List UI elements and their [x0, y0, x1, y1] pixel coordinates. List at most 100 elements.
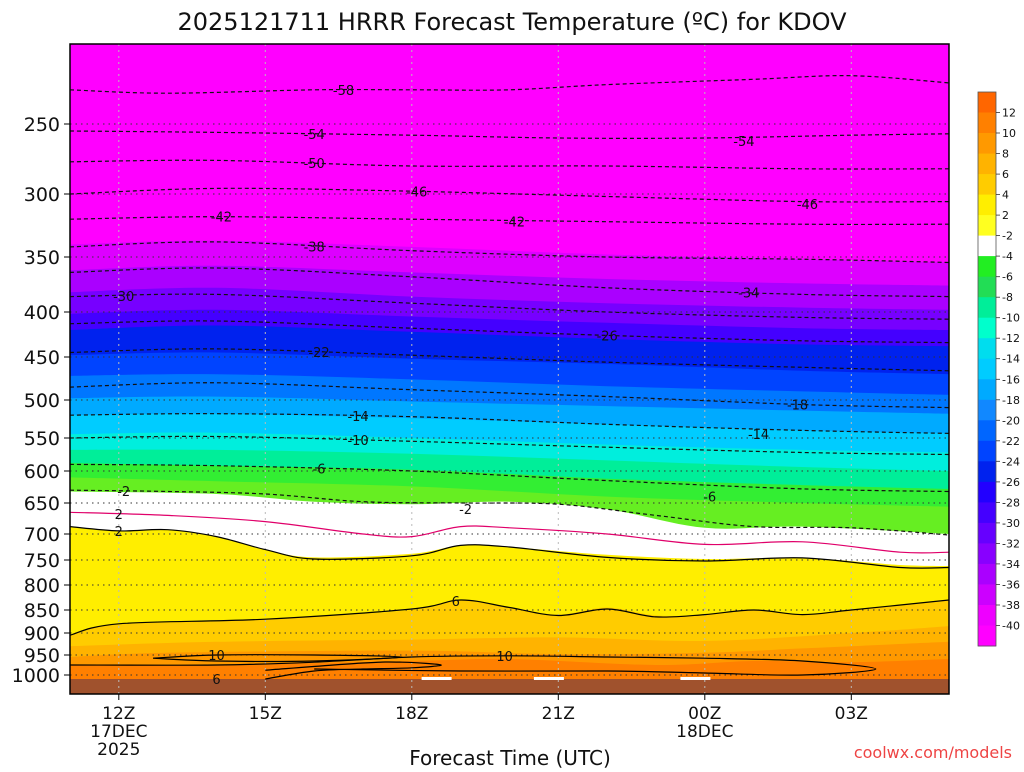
contour-line-16	[70, 435, 949, 456]
contour-line-0	[70, 75, 949, 94]
colorbar-label-14: -18	[1002, 394, 1020, 407]
contour-line-13	[70, 382, 949, 409]
y-tick-label-0: 250	[24, 114, 60, 136]
colorbar-legend: 12 10 8 6 4 2 -2 -4 -6 -8 -10 -12 -14 -16 -18 -20 -22 -24…	[977, 91, 1020, 647]
colorbar-label-11: -12	[1002, 332, 1020, 345]
contour-label-20: -2	[459, 503, 472, 518]
y-tick-label-5: 500	[24, 390, 60, 412]
contour-label-13: -18	[787, 398, 808, 413]
y-tick-label-11: 800	[24, 575, 60, 597]
contour-label-7: -42	[504, 216, 525, 231]
colorbar-swatch-7	[978, 235, 996, 257]
colorbar-swatch-5	[978, 194, 996, 216]
y-tick-label-2: 350	[24, 247, 60, 269]
colorbar-label-0: 12	[1002, 107, 1016, 120]
contour-label-21: 2	[115, 508, 123, 523]
colorbar-swatch-17	[978, 440, 996, 462]
contour-line-4	[70, 187, 949, 203]
chart-title: 2025121711 HRRR Forecast Temperature (ºC…	[177, 8, 847, 36]
y-tick-label-3: 400	[24, 302, 60, 324]
x-tick-sublabel-4-0: 18DEC	[676, 722, 733, 742]
colorbar-swatch-24	[978, 584, 996, 606]
contour-line-23	[70, 599, 949, 636]
contour-label-2: -54	[733, 135, 754, 150]
contour-line-8	[70, 241, 949, 264]
contour-label-24: 6	[212, 673, 220, 688]
contour-label-4: -46	[406, 185, 427, 200]
colorbar-swatch-11	[978, 317, 996, 339]
contour-line-9	[70, 267, 949, 298]
contour-label-8: -38	[304, 240, 325, 255]
colorbar-swatch-20	[978, 502, 996, 524]
y-tick-label-4: 450	[24, 347, 60, 369]
contour-line-6	[70, 216, 949, 226]
colorbar-label-8: -6	[1002, 271, 1013, 284]
y-tick-label-7: 600	[24, 461, 60, 483]
x-tick-sublabel-0-1: 2025	[97, 740, 140, 760]
isotherm-contours: -58-54 -54-50-46-46-42 -42-38-34-30-26-22-…	[70, 75, 949, 688]
colorbar-swatch-12	[978, 338, 996, 360]
contour-label-18: -6	[703, 491, 716, 506]
colorbar-label-21: -32	[1002, 537, 1020, 550]
surface-dash-2	[680, 677, 711, 680]
colorbar-label-25: -40	[1002, 620, 1020, 633]
contour-label-14: -14	[347, 410, 368, 425]
contour-label-5: -46	[797, 198, 818, 213]
colorbar-label-7: -4	[1002, 250, 1013, 263]
temperature-fill-bands	[70, 44, 949, 694]
y-tick-label-6: 550	[24, 428, 60, 450]
colorbar-swatch-16	[978, 420, 996, 442]
colorbar-label-18: -26	[1002, 476, 1020, 489]
contour-label-12: -22	[308, 346, 329, 361]
contour-line-11	[70, 320, 949, 344]
contour-line-22	[70, 526, 949, 569]
colorbar-swatch-21	[978, 522, 996, 544]
contour-line-17	[70, 463, 949, 493]
colorbar-swatch-6	[978, 215, 996, 237]
colorbar-label-15: -20	[1002, 414, 1020, 427]
colorbar-label-19: -28	[1002, 496, 1020, 509]
contour-line-1	[70, 130, 949, 139]
colorbar-label-6: -2	[1002, 230, 1013, 243]
contour-label-23: 6	[452, 595, 460, 610]
colorbar-swatch-25	[978, 605, 996, 626]
colorbar-swatch-19	[978, 481, 996, 503]
contour-label-15: -14	[748, 428, 769, 443]
x-tick-label-3: 21Z	[542, 704, 575, 724]
y-tick-label-9: 700	[24, 524, 60, 546]
colorbar-swatch-8	[978, 256, 996, 278]
colorbar-swatch-0	[978, 92, 996, 113]
y-tick-label-15: 1000	[12, 665, 60, 687]
contour-label-10: -30	[113, 290, 134, 305]
colorbar-swatch-9	[978, 276, 996, 298]
colorbar-label-13: -16	[1002, 373, 1020, 386]
contour-label-11: -26	[597, 329, 618, 344]
colorbar-swatch-2	[978, 133, 996, 154]
contour-line-14	[70, 413, 949, 434]
contour-label-0: -58	[333, 84, 354, 99]
colorbar-label-22: -34	[1002, 558, 1020, 571]
contour-label-1: -54	[304, 128, 325, 143]
colorbar-label-17: -24	[1002, 455, 1020, 468]
colorbar-swatch-22	[978, 543, 996, 565]
colorbar-swatch-3	[978, 153, 996, 175]
contour-label-9: -34	[738, 287, 759, 302]
colorbar-label-10: -10	[1002, 312, 1020, 325]
colorbar-label-4: 4	[1002, 189, 1009, 202]
colorbar-swatch-15	[978, 399, 996, 421]
x-tick-label-0: 12Z	[102, 704, 135, 724]
x-tick-label-5: 03Z	[835, 704, 868, 724]
surface-dash-1	[533, 677, 564, 680]
contour-line-3	[70, 159, 949, 170]
colorbar-label-20: -30	[1002, 517, 1020, 530]
y-tick-label-13: 900	[24, 623, 60, 645]
contour-label-19: -2	[117, 485, 130, 500]
colorbar-swatch-26	[978, 625, 996, 647]
contour-line-26	[70, 655, 877, 676]
colorbar-swatch-1	[978, 112, 996, 134]
x-axis-label: Forecast Time (UTC)	[409, 746, 611, 768]
colorbar-label-3: 6	[1002, 168, 1009, 181]
